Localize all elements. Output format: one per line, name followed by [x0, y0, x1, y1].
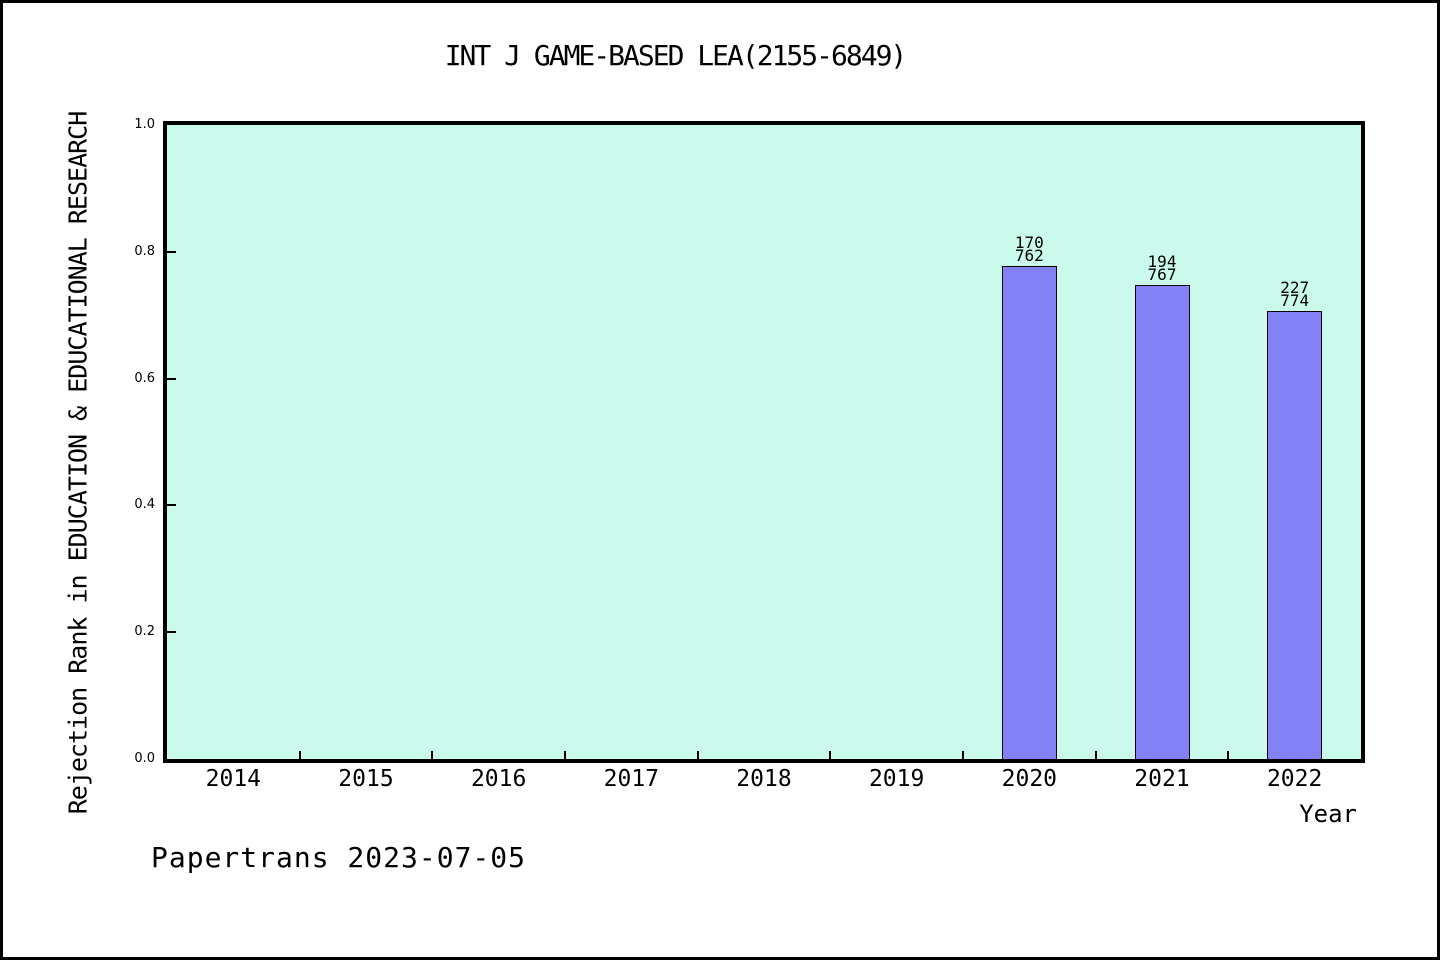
x-axis-tick [298, 751, 301, 759]
bar-value-label-2022: 227 774 [1280, 277, 1310, 310]
x-axis-tick [431, 751, 434, 759]
x-axis-title: Year [1299, 800, 1357, 828]
x-axis-tick [1227, 751, 1230, 759]
x-tick-label-2022: 2022 [1266, 766, 1323, 792]
y-axis-tick [167, 377, 176, 380]
x-axis-tick [564, 751, 566, 759]
y-tick-label: 1.0 [134, 117, 155, 132]
bar-value-label-2021: 194 767 [1147, 252, 1177, 285]
y-tick-label: 0.4 [134, 497, 155, 513]
x-tick-label-2017: 2017 [603, 766, 660, 792]
y-axis-tick [167, 504, 176, 507]
x-tick-label-2019: 2019 [868, 766, 925, 792]
x-axis-tick [696, 751, 699, 759]
x-tick-label-2014: 2014 [205, 766, 262, 792]
y-tick-label: 0.6 [134, 370, 155, 386]
bar-value-label-2020: 170 762 [1014, 233, 1044, 266]
y-tick-label: 0.2 [134, 624, 155, 640]
x-tick-label-2020: 2020 [1001, 766, 1058, 792]
y-axis-tick [167, 250, 176, 253]
x-tick-label-2018: 2018 [736, 766, 792, 792]
x-axis-tick [829, 751, 832, 759]
x-tick-label-2015: 2015 [338, 766, 394, 792]
x-tick-label-2021: 2021 [1134, 766, 1190, 792]
y-axis-title: Rejection Rank in EDUCATION & EDUCATIONA… [63, 111, 93, 815]
chart-title: INT J GAME-BASED LEA(2155-6849) [444, 39, 908, 72]
y-axis-tick [167, 631, 176, 634]
x-tick-label-2016: 2016 [470, 766, 527, 792]
x-axis-tick [962, 751, 964, 759]
bar-2022 [1267, 310, 1323, 759]
plot-area: 170 762 194 767 227 774 [163, 121, 1365, 763]
bar-2021 [1134, 285, 1190, 759]
watermark-text: Papertrans 2023-07-05 [151, 841, 527, 874]
y-tick-label: 0.0 [134, 751, 155, 766]
y-tick-label: 0.8 [134, 243, 155, 259]
x-axis-tick [1094, 751, 1097, 759]
bar-2020 [1001, 266, 1057, 759]
